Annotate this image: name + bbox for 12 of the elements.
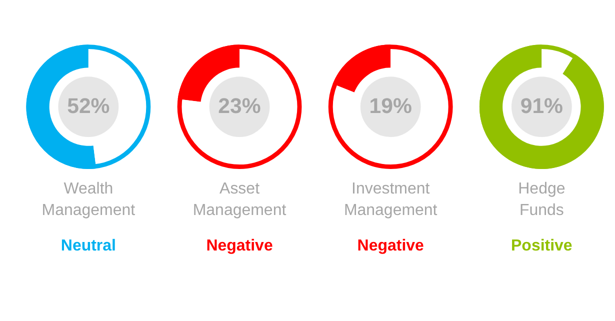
text: Investment Management — [344, 180, 438, 219]
data-label: 91% — [520, 94, 564, 118]
text: Neutral — [60, 237, 116, 254]
text: Positive — [511, 237, 572, 254]
data-label: 52% — [67, 94, 110, 118]
text: Wealth Management — [42, 180, 136, 219]
text: Negative — [357, 237, 424, 254]
text: Asset Management — [192, 180, 287, 219]
data-label: 23% — [218, 94, 261, 118]
text: Negative — [206, 237, 273, 254]
data-label: 19% — [369, 94, 412, 118]
text: Hedge Funds — [518, 180, 566, 219]
